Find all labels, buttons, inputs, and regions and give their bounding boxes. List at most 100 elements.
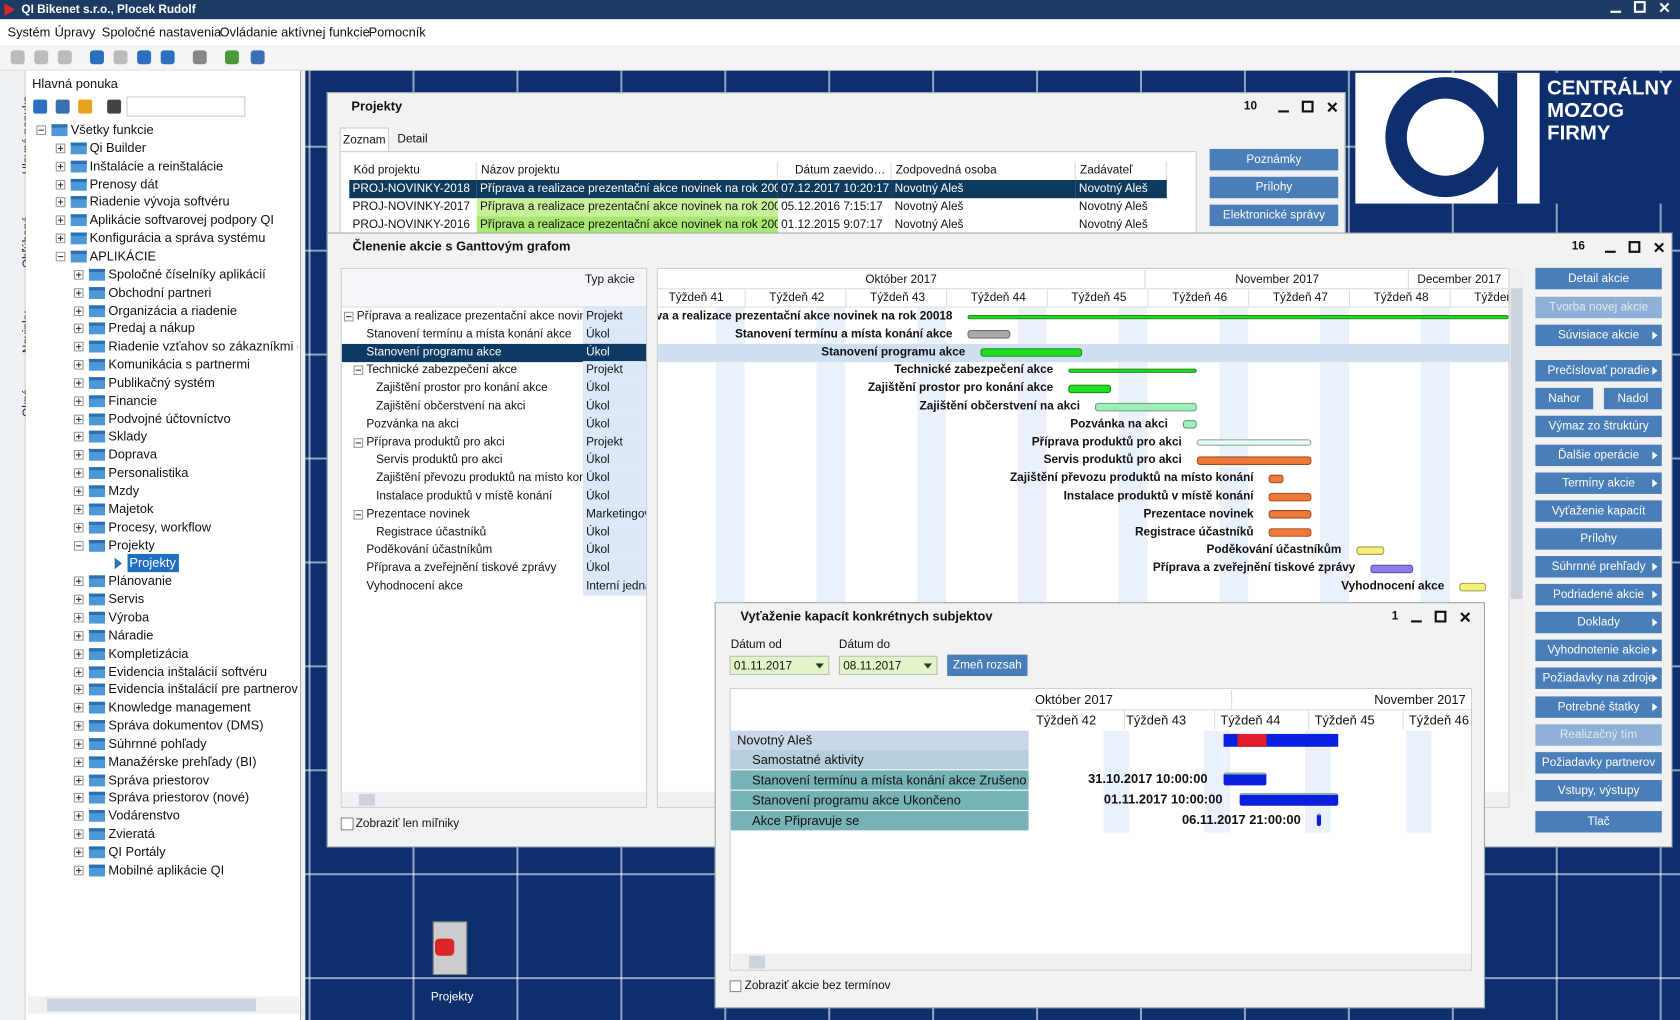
- gantt-bar[interactable]: [1370, 564, 1414, 573]
- button[interactable]: Ďalšie operácie: [1535, 444, 1662, 467]
- tree-item[interactable]: Publikačný systém: [108, 374, 215, 390]
- tree-item[interactable]: Prenosy dát: [89, 176, 159, 192]
- button[interactable]: Výmaz zo štruktúry: [1535, 415, 1662, 438]
- gantt-bar[interactable]: [1196, 456, 1312, 465]
- search-box[interactable]: [126, 96, 246, 117]
- tree-item[interactable]: Riadenie vzťahov so zákazníkmi (CRM): [108, 338, 297, 354]
- row-type[interactable]: Interní jednání: [582, 577, 647, 596]
- scroll-thumb[interactable]: [1510, 288, 1523, 599]
- row-type[interactable]: Projekt: [582, 361, 647, 380]
- task-bar[interactable]: [1239, 792, 1339, 806]
- button[interactable]: Tvorba novej akcie: [1535, 296, 1662, 319]
- row-type[interactable]: Úkol: [582, 379, 647, 398]
- date-input[interactable]: 01.11.2017: [729, 655, 830, 676]
- row-name[interactable]: Servis produktů pro akci: [376, 453, 503, 467]
- tree-item[interactable]: Manažérske prehľady (BI): [108, 754, 257, 770]
- tree-item[interactable]: QI Portály: [108, 844, 166, 860]
- row-type[interactable]: Úkol: [582, 487, 647, 506]
- maximize-button[interactable]: [1628, 241, 1641, 253]
- tree-item[interactable]: Obchodní partneri: [108, 284, 212, 300]
- tab[interactable]: Detail: [397, 132, 428, 146]
- minimize-button[interactable]: [1610, 10, 1622, 13]
- button[interactable]: Termíny akcie: [1535, 472, 1662, 494]
- toolbar-icon[interactable]: [90, 50, 104, 65]
- navigator-tool[interactable]: [55, 99, 70, 114]
- menu-item[interactable]: Ovládanie aktívnej funkcie: [219, 24, 370, 40]
- tree-item[interactable]: Knowledge management: [108, 699, 251, 715]
- row-type[interactable]: Úkol: [582, 451, 647, 470]
- button[interactable]: Tlač: [1535, 811, 1662, 833]
- table-cell[interactable]: Novotný Aleš: [1078, 218, 1148, 232]
- row-name[interactable]: Zajištění občerstvení na akci: [376, 399, 526, 413]
- row-name[interactable]: Prezentace novinek: [366, 507, 470, 521]
- menu-item[interactable]: Spoločné nastavenia: [101, 24, 222, 40]
- gantt-bar[interactable]: [1268, 492, 1312, 501]
- row-name[interactable]: Stanovení programu akce: [366, 345, 502, 359]
- desktop-icon-label[interactable]: Projekty: [430, 991, 474, 1004]
- tree-item[interactable]: Mzdy: [108, 483, 140, 499]
- toolbar-icon[interactable]: [192, 50, 207, 65]
- table-cell[interactable]: Novotný Aleš: [894, 200, 964, 214]
- tree-item[interactable]: Súhrnné pohľady: [108, 735, 207, 751]
- button[interactable]: Nadol: [1603, 387, 1662, 410]
- row-type[interactable]: Projekt: [582, 433, 647, 452]
- column-header[interactable]: Kód projektu: [349, 161, 477, 181]
- table-cell[interactable]: PROJ-NOVINKY-2017: [352, 200, 470, 214]
- toolbar-icon[interactable]: [225, 50, 239, 65]
- tree-item[interactable]: APLIKÁCIE: [89, 248, 157, 264]
- scroll-thumb[interactable]: [358, 793, 376, 806]
- gantt-bar[interactable]: [967, 330, 1011, 339]
- maximize-button[interactable]: [1633, 1, 1646, 13]
- tree-item[interactable]: Evidencia inštalácií pre partnerov: [108, 681, 298, 697]
- table-cell[interactable]: Novotný Aleš: [894, 218, 964, 232]
- close-button[interactable]: [1459, 611, 1471, 623]
- tree-item[interactable]: Servis: [108, 591, 145, 607]
- button[interactable]: Podriadené akcie: [1535, 583, 1662, 606]
- close-button[interactable]: [1659, 1, 1671, 13]
- menu-item[interactable]: Pomocník: [368, 24, 426, 40]
- row-name[interactable]: Vyhodnocení akce: [366, 579, 463, 593]
- tree-item[interactable]: Mobilné aplikácie QI: [108, 862, 225, 878]
- task-row[interactable]: Akce Připravuje se: [730, 810, 1029, 831]
- toolbar-icon[interactable]: [34, 50, 49, 65]
- button[interactable]: Vyťaženie kapacít: [1535, 500, 1662, 522]
- tree-item[interactable]: Kompletizácia: [108, 645, 189, 661]
- tree-item[interactable]: Výroba: [108, 609, 150, 625]
- tree-item[interactable]: Správa dokumentov (DMS): [108, 717, 264, 733]
- gantt-bar[interactable]: [1095, 402, 1197, 411]
- checkbox-label[interactable]: Zobraziť akcie bez termínov: [744, 979, 891, 993]
- button[interactable]: Doklady: [1535, 611, 1662, 634]
- tree-item[interactable]: Organizácia a riadenie: [108, 302, 238, 318]
- row-name[interactable]: Příprava a zveřejnění tiskové zprávy: [366, 561, 557, 575]
- gantt-bar[interactable]: [1268, 528, 1312, 537]
- scroll-thumb[interactable]: [748, 955, 766, 969]
- toolbar-icon[interactable]: [250, 50, 265, 65]
- h-scrollbar[interactable]: [341, 791, 647, 807]
- tree-item[interactable]: Náradie: [108, 627, 154, 643]
- row-type[interactable]: Úkol: [582, 343, 647, 362]
- toolbar-icon[interactable]: [10, 50, 25, 65]
- task-row[interactable]: Stanovení programu akce Ukončeno: [730, 789, 1029, 811]
- row-type[interactable]: Úkol: [582, 397, 647, 416]
- tree-item[interactable]: Doprava: [108, 447, 158, 463]
- button[interactable]: Prílohy: [1209, 176, 1339, 199]
- tree-item[interactable]: Projekty: [127, 554, 179, 573]
- row-type[interactable]: Úkol: [582, 415, 647, 434]
- person-row[interactable]: Novotný Aleš: [730, 730, 1029, 751]
- button[interactable]: Zmeň rozsah: [947, 654, 1028, 677]
- close-button[interactable]: [1326, 101, 1338, 113]
- button[interactable]: Poznámky: [1209, 148, 1339, 171]
- gantt-bar[interactable]: [1196, 439, 1312, 446]
- tree-item[interactable]: Procesy, workflow: [108, 519, 212, 535]
- gantt-bar[interactable]: [1268, 510, 1312, 519]
- table-cell[interactable]: PROJ-NOVINKY-2016: [352, 218, 470, 232]
- tree-item[interactable]: Predaj a nákup: [108, 320, 195, 336]
- button[interactable]: Súvisiace akcie: [1535, 324, 1662, 347]
- checkbox[interactable]: [340, 817, 354, 831]
- navigator-tool[interactable]: [78, 99, 93, 114]
- gantt-bar[interactable]: [1268, 474, 1284, 483]
- tree-item[interactable]: Konfigurácia a správa systému: [89, 230, 266, 246]
- navigator-tool[interactable]: [33, 99, 48, 114]
- h-scrollbar[interactable]: [731, 953, 1472, 970]
- gantt-bar[interactable]: [1068, 368, 1197, 373]
